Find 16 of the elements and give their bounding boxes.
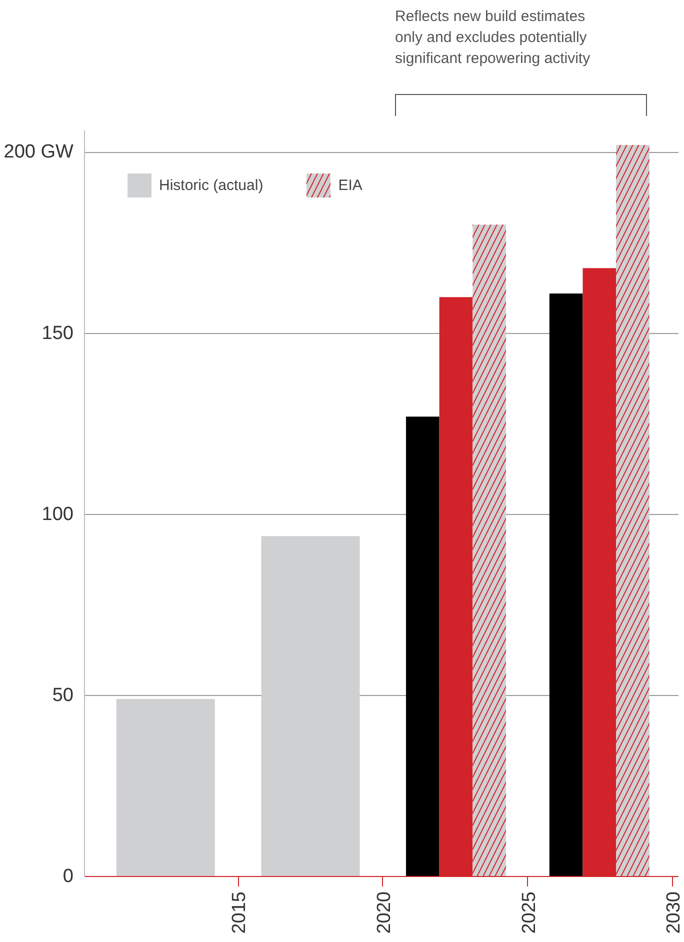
legend-label: EIA: [338, 176, 362, 194]
bar: [116, 699, 215, 876]
y-tick-label: 0: [62, 866, 74, 887]
x-tick-label: 2025: [518, 891, 540, 934]
legend-label: Historic (actual): [159, 176, 264, 194]
bar: [406, 416, 440, 876]
y-tick-label: 50: [52, 684, 74, 706]
text: Reflects new build estimates only and excludes potentially significant repowering activity: [395, 7, 590, 69]
x-tick-label: 2030: [664, 891, 684, 934]
bar: [261, 536, 360, 876]
x-tick-label: 2020: [374, 891, 395, 934]
y-tick-label: 150: [42, 322, 74, 344]
bar: [549, 293, 583, 876]
x-tick-label: 2015: [229, 891, 250, 934]
y-tick-label: 100: [42, 504, 74, 525]
y-tick-label: 200 GW: [4, 142, 74, 163]
